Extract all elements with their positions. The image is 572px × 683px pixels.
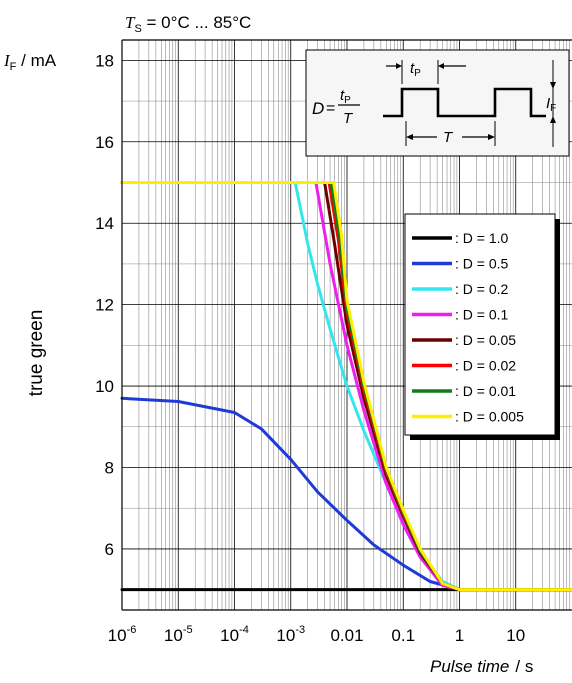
- x-tick-exponent: -3: [295, 624, 305, 636]
- legend-label: : D = 0.02: [455, 358, 516, 374]
- legend-label: : D = 0.05: [455, 332, 516, 348]
- legend-items: : D = 1.0 : D = 0.5 : D = 0.2 : D = 0.1 : D …: [412, 230, 524, 425]
- x-tick-label: 0.01: [330, 626, 363, 645]
- inset-t-den: T: [343, 110, 354, 127]
- inset-tp-num: tP: [340, 87, 351, 106]
- y-tick-label: 12: [95, 296, 114, 315]
- y-subscript: F: [10, 61, 17, 73]
- temp-symbol: T: [125, 13, 136, 32]
- y-unit: / mA: [16, 51, 56, 70]
- series-line-1: [120, 396, 572, 592]
- inset-tp-num-sym: t: [340, 87, 345, 104]
- legend: : D = 1.0 : D = 0.5 : D = 0.2 : D = 0.1 : D …: [404, 213, 560, 440]
- legend-box: [404, 213, 556, 436]
- y-axis-unit-label: IF / mA: [3, 51, 57, 73]
- y-axis-label: true green: [26, 310, 47, 397]
- y-tick-labels: 6 8 10 12 14 16 18: [95, 51, 114, 559]
- x-tick-label: 10: [506, 626, 525, 645]
- inset-if-label: IF: [546, 95, 556, 114]
- x-tick-exponent: -4: [239, 624, 249, 636]
- x-tick-base: 10: [506, 626, 525, 645]
- inset-tp-label-sym: t: [410, 60, 415, 77]
- x-tick-base: 10: [164, 626, 183, 645]
- inset-if-label-sub: F: [550, 103, 556, 114]
- x-tick-exponent: -6: [127, 624, 137, 636]
- inset-period-arrowhead-left: [406, 134, 413, 140]
- x-tick-label: 0.1: [391, 626, 415, 645]
- axes: [121, 39, 572, 611]
- y-symbol: I: [3, 51, 11, 70]
- x-tick-base: 0.01: [330, 626, 363, 645]
- inset-tp-num-sub: P: [344, 95, 351, 106]
- inset-tp-arrowhead-left: [396, 63, 402, 69]
- x-tick-label: 10-6: [108, 624, 137, 645]
- inset-equals: =: [326, 100, 335, 117]
- legend-label: : D = 0.1: [455, 307, 509, 323]
- x-axis-label: Pulse time / s: [430, 657, 533, 676]
- inset-if-label-sym: I: [546, 95, 550, 112]
- inset-tp-label: tP: [410, 60, 421, 79]
- x-tick-base: 1: [455, 626, 464, 645]
- y-tick-label: 18: [95, 51, 114, 70]
- series-line-7: [120, 181, 572, 592]
- legend-label: : D = 0.2: [455, 281, 509, 297]
- legend-label: : D = 0.01: [455, 383, 516, 399]
- y-tick-label: 10: [95, 377, 114, 396]
- y-tick-label: 14: [95, 214, 114, 233]
- series-lines: [120, 181, 572, 592]
- x-tick-exponent: -5: [183, 624, 193, 636]
- legend-label: : D = 0.5: [455, 256, 509, 272]
- temp-subscript: S: [134, 23, 141, 35]
- x-tick-label: 10-5: [164, 624, 193, 645]
- x-tick-label: 10-3: [276, 624, 305, 645]
- inset-d-symbol: D: [312, 99, 324, 118]
- x-tick-label: 1: [455, 626, 464, 645]
- y-tick-label: 8: [105, 459, 114, 478]
- x-tick-base: 0.1: [391, 626, 415, 645]
- x-tick-base: 10: [220, 626, 239, 645]
- x-tick-labels: 10-6 10-5 10-4 10-3 0.01 0.1 1 10: [108, 624, 526, 645]
- temp-range: = 0°C ... 85°C: [142, 13, 252, 32]
- legend-label: : D = 1.0: [455, 230, 509, 246]
- x-tick-label: 10-4: [220, 624, 249, 645]
- y-tick-label: 16: [95, 133, 114, 152]
- legend-label: : D = 0.005: [455, 409, 524, 425]
- y-tick-label: 6: [105, 540, 114, 559]
- temperature-label: TS = 0°C ... 85°C: [125, 13, 251, 35]
- x-label-unit: / s: [515, 657, 533, 676]
- x-label-text: Pulse time: [430, 657, 509, 676]
- duty-cycle-inset: D = tP T tP T IF: [305, 49, 570, 157]
- inset-tp-label-sub: P: [414, 68, 421, 79]
- inset-period-arrowhead-right: [488, 134, 495, 140]
- inset-if-arrowhead-bottom: [550, 116, 556, 123]
- inset-tp-arrowhead-right: [438, 63, 444, 69]
- inset-pulse-waveform: [383, 87, 546, 118]
- x-tick-base: 10: [108, 626, 127, 645]
- inset-if-arrowhead-top: [550, 82, 556, 89]
- inset-period-label: T: [443, 129, 454, 146]
- x-tick-base: 10: [276, 626, 295, 645]
